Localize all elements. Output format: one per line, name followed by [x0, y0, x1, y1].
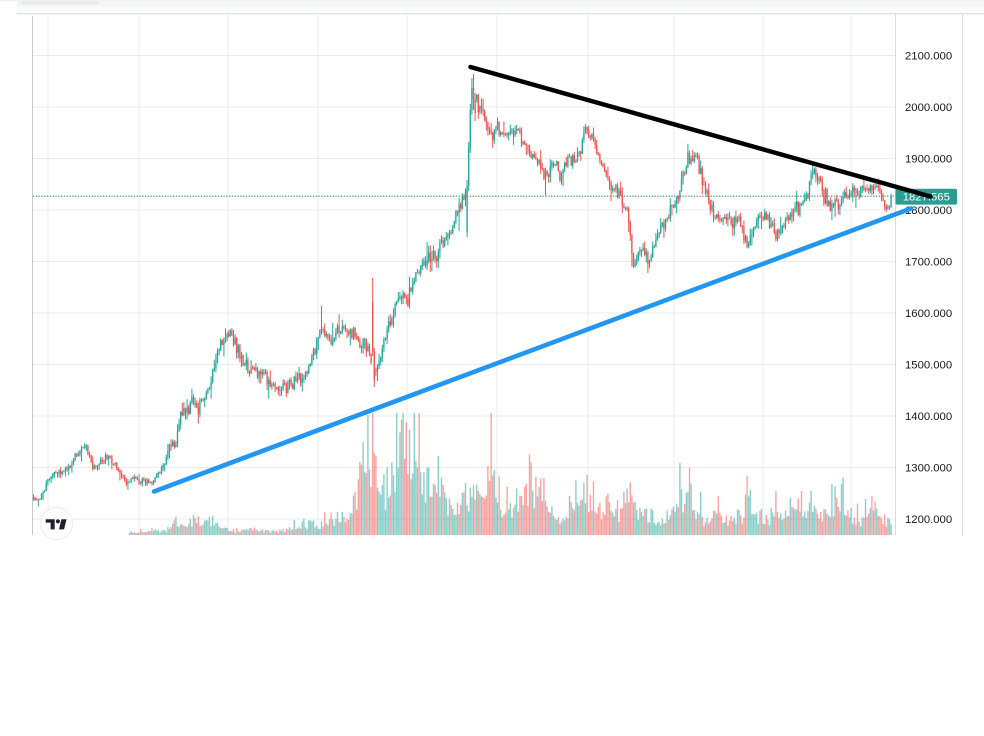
- svg-text:1200.000: 1200.000: [905, 514, 952, 526]
- svg-text:1600.000: 1600.000: [905, 308, 952, 320]
- svg-text:2100.000: 2100.000: [905, 51, 952, 63]
- svg-text:1800.000: 1800.000: [905, 205, 952, 217]
- svg-text:2000.000: 2000.000: [905, 102, 952, 114]
- svg-text:1400.000: 1400.000: [905, 411, 952, 423]
- svg-text:1300.000: 1300.000: [905, 463, 952, 475]
- svg-text:1700.000: 1700.000: [905, 257, 952, 269]
- svg-text:1500.000: 1500.000: [905, 360, 952, 372]
- svg-text:1900.000: 1900.000: [905, 154, 952, 166]
